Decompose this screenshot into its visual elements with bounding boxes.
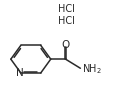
Text: O: O bbox=[61, 40, 69, 50]
Text: NH$_2$: NH$_2$ bbox=[81, 62, 101, 76]
Text: HCl: HCl bbox=[57, 4, 74, 14]
Text: HCl: HCl bbox=[57, 16, 74, 26]
Text: N: N bbox=[16, 68, 23, 78]
